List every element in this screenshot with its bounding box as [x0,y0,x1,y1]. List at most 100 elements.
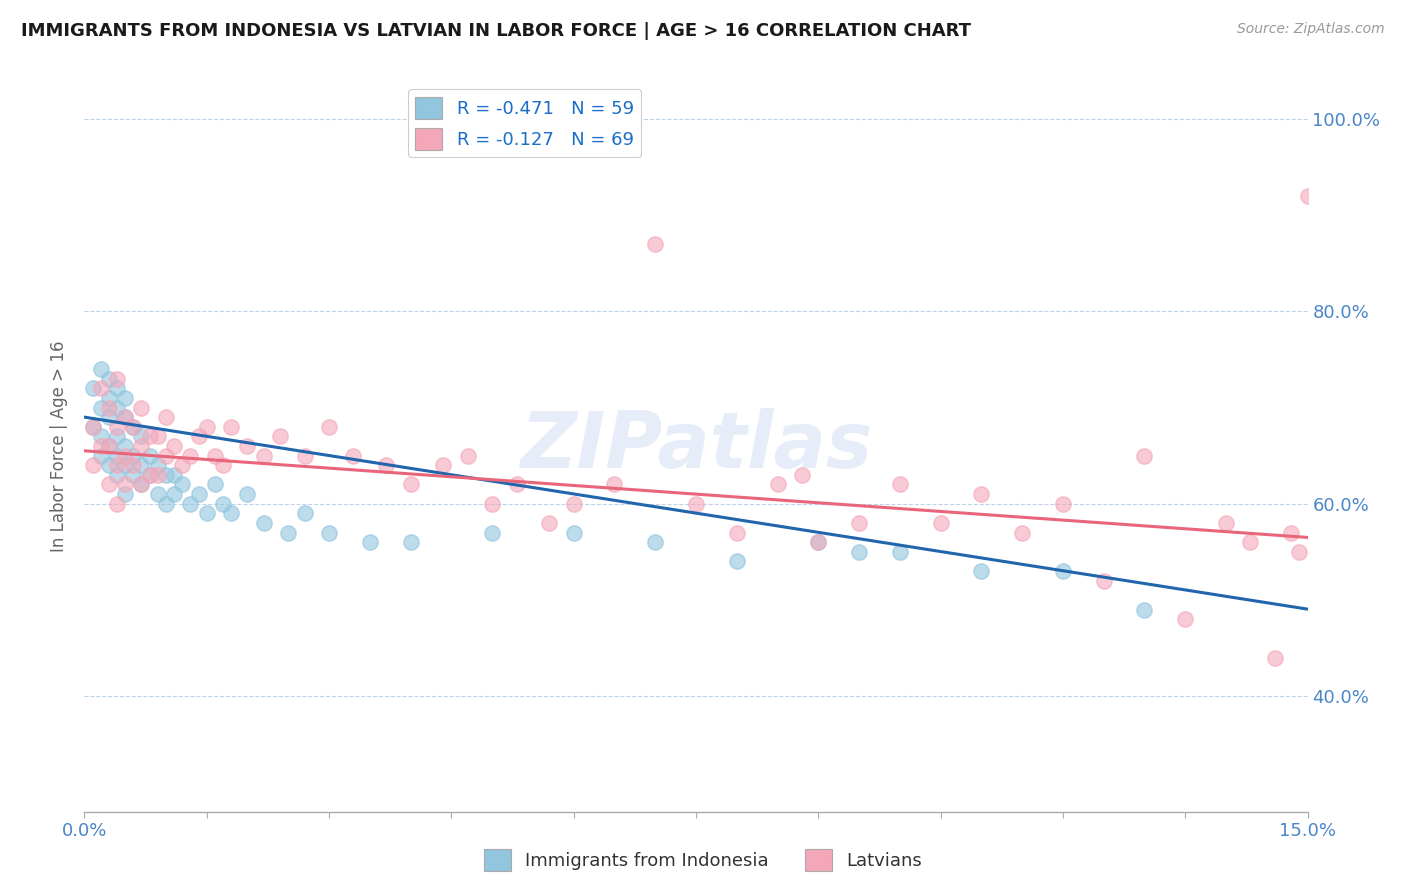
Point [187,487,209,501]
Point [562,525,585,540]
Point [146,458,169,473]
Point [114,477,136,491]
Point [146,467,169,482]
Point [105,429,128,443]
Point [236,487,259,501]
Point [122,419,145,434]
Point [82,419,104,434]
Point [138,449,160,463]
Point [603,477,626,491]
Point [114,410,136,425]
Point [318,525,340,540]
Point [1052,497,1074,511]
Point [505,477,527,491]
Point [105,497,128,511]
Point [131,439,153,453]
Point [725,554,748,568]
Point [644,535,666,549]
Point [163,487,186,501]
Point [1011,525,1033,540]
Point [212,497,235,511]
Point [1133,602,1156,616]
Point [318,419,340,434]
Point [204,449,226,463]
Legend: R = -0.471   N = 59, R = -0.127   N = 69: R = -0.471 N = 59, R = -0.127 N = 69 [408,89,641,157]
Point [105,419,128,434]
Point [90,362,112,376]
Point [1264,650,1286,665]
Point [172,477,194,491]
Point [1174,612,1197,626]
Point [114,410,136,425]
Legend: Immigrants from Indonesia, Latvians: Immigrants from Indonesia, Latvians [477,842,929,879]
Point [97,458,120,473]
Point [105,371,128,385]
Point [929,516,952,530]
Point [236,439,259,453]
Point [105,467,128,482]
Point [90,401,112,415]
Point [187,429,209,443]
Point [97,410,120,425]
Point [122,458,145,473]
Point [342,449,364,463]
Point [807,535,830,549]
Point [90,381,112,395]
Point [277,525,299,540]
Point [538,516,561,530]
Point [179,497,201,511]
Point [1215,516,1237,530]
Point [131,477,153,491]
Point [131,429,153,443]
Point [457,449,479,463]
Point [172,458,194,473]
Point [269,429,291,443]
Point [131,458,153,473]
Point [105,449,128,463]
Point [766,477,789,491]
Point [790,467,813,482]
Point [644,236,666,251]
Point [146,429,169,443]
Point [122,419,145,434]
Point [1092,574,1115,588]
Text: Source: ZipAtlas.com: Source: ZipAtlas.com [1237,22,1385,37]
Point [155,497,177,511]
Point [155,410,177,425]
Point [97,391,120,405]
Point [114,487,136,501]
Point [105,401,128,415]
Point [122,467,145,482]
Point [848,545,870,559]
Point [219,419,242,434]
Point [138,467,160,482]
Point [138,429,160,443]
Point [195,419,218,434]
Point [685,497,707,511]
Point [138,467,160,482]
Point [82,381,104,395]
Point [1133,449,1156,463]
Point [131,477,153,491]
Point [97,439,120,453]
Point [114,439,136,453]
Point [1296,188,1319,202]
Point [163,467,186,482]
Point [725,525,748,540]
Point [1052,564,1074,578]
Point [562,497,585,511]
Point [97,439,120,453]
Point [481,497,503,511]
Point [970,487,993,501]
Point [481,525,503,540]
Point [204,477,226,491]
Point [90,429,112,443]
Point [131,401,153,415]
Point [105,458,128,473]
Point [114,449,136,463]
Point [155,467,177,482]
Point [399,477,422,491]
Point [1279,525,1302,540]
Point [155,449,177,463]
Point [105,381,128,395]
